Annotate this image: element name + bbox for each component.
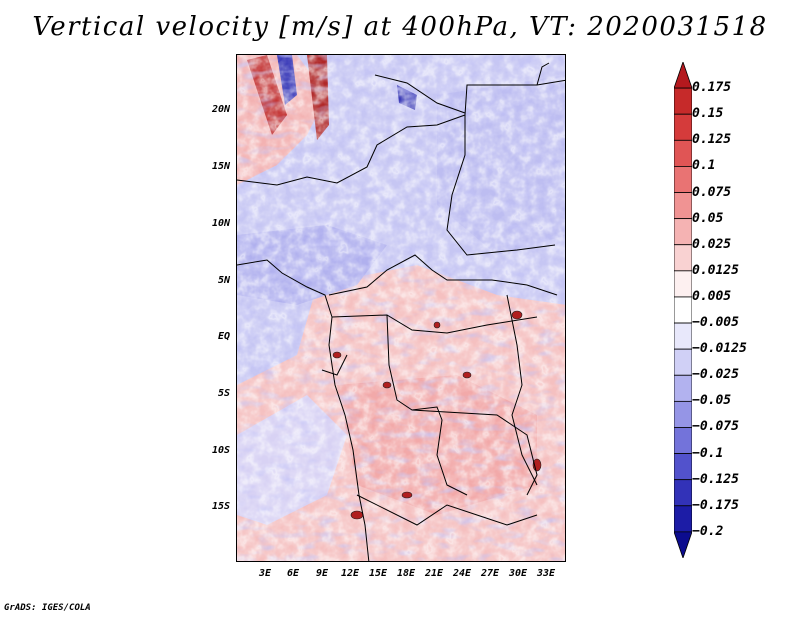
lat-label-15n: 15N xyxy=(211,161,230,172)
colorbar-label: −0.025 xyxy=(692,367,739,383)
colorbar-cell xyxy=(674,427,692,454)
colorbar-cell xyxy=(674,374,692,402)
colorbar-label: 0.1 xyxy=(692,158,716,174)
lon-label-21e: 21E xyxy=(424,568,444,579)
colorbar-label: −0.175 xyxy=(692,497,739,513)
colorbar-cell xyxy=(674,400,692,428)
colorbar-label: −0.1 xyxy=(692,445,724,461)
lon-label-9e: 9E xyxy=(315,568,329,579)
lon-label-30e: 30E xyxy=(508,568,528,579)
colorbar-label: 0.125 xyxy=(692,132,732,148)
colorbar-cell xyxy=(674,348,692,376)
colorbar-label: 0.025 xyxy=(692,236,732,252)
colorbar-cell xyxy=(674,531,692,558)
lon-label-33e: 33E xyxy=(536,568,556,579)
colorbar-cell xyxy=(674,479,692,507)
lon-label-15e: 15E xyxy=(368,568,388,579)
colorbar-label: 0.0125 xyxy=(692,262,739,278)
colorbar-cell xyxy=(674,322,692,350)
chart-title: Vertical velocity [m/s] at 400hPa, VT: 2… xyxy=(32,12,768,42)
colorbar-cell xyxy=(674,296,692,324)
colorbar-cell xyxy=(674,192,692,220)
lat-label-10s: 10S xyxy=(211,445,230,456)
lon-label-18e: 18E xyxy=(396,568,416,579)
colorbar-cell xyxy=(674,113,692,141)
lat-label-eq: EQ xyxy=(217,331,230,342)
colorbar-cell xyxy=(674,270,692,298)
lon-label-27e: 27E xyxy=(480,568,500,579)
colorbar-cell xyxy=(674,166,692,193)
vertical-velocity-field xyxy=(237,55,565,561)
colorbar-label: −0.075 xyxy=(692,419,739,435)
colorbar-label: −0.2 xyxy=(692,523,724,539)
lon-label-12e: 12E xyxy=(340,568,360,579)
lat-label-5s: 5S xyxy=(217,388,230,399)
colorbar-cell xyxy=(674,218,692,246)
colorbar-cell xyxy=(674,453,692,481)
colorbar-cell xyxy=(674,505,692,533)
colorbar-label: −0.05 xyxy=(692,393,732,409)
colorbar-label: 0.05 xyxy=(692,210,724,226)
colorbar-label: 0.15 xyxy=(692,106,724,122)
grads-credit: GrADS: IGES/COLA xyxy=(4,603,91,613)
colorbar-label: −0.125 xyxy=(692,471,739,487)
colorbar-label: 0.075 xyxy=(692,184,732,200)
lon-label-24e: 24E xyxy=(452,568,472,579)
colorbar xyxy=(674,62,692,558)
lat-label-20n: 20N xyxy=(211,104,230,115)
lat-label-5n: 5N xyxy=(217,275,230,286)
lon-label-6e: 6E xyxy=(286,568,300,579)
colorbar-label: −0.005 xyxy=(692,315,739,331)
colorbar-label: 0.005 xyxy=(692,288,732,304)
lon-label-3e: 3E xyxy=(258,568,272,579)
colorbar-cell xyxy=(674,87,692,115)
lat-label-10n: 10N xyxy=(211,218,230,229)
map-frame xyxy=(236,54,566,562)
colorbar-cell xyxy=(674,139,692,167)
colorbar-label: −0.0125 xyxy=(692,341,747,357)
colorbar-cell xyxy=(674,62,692,89)
lat-label-15s: 15S xyxy=(211,501,230,512)
colorbar-cell xyxy=(674,244,692,272)
colorbar-label: 0.175 xyxy=(692,80,732,96)
